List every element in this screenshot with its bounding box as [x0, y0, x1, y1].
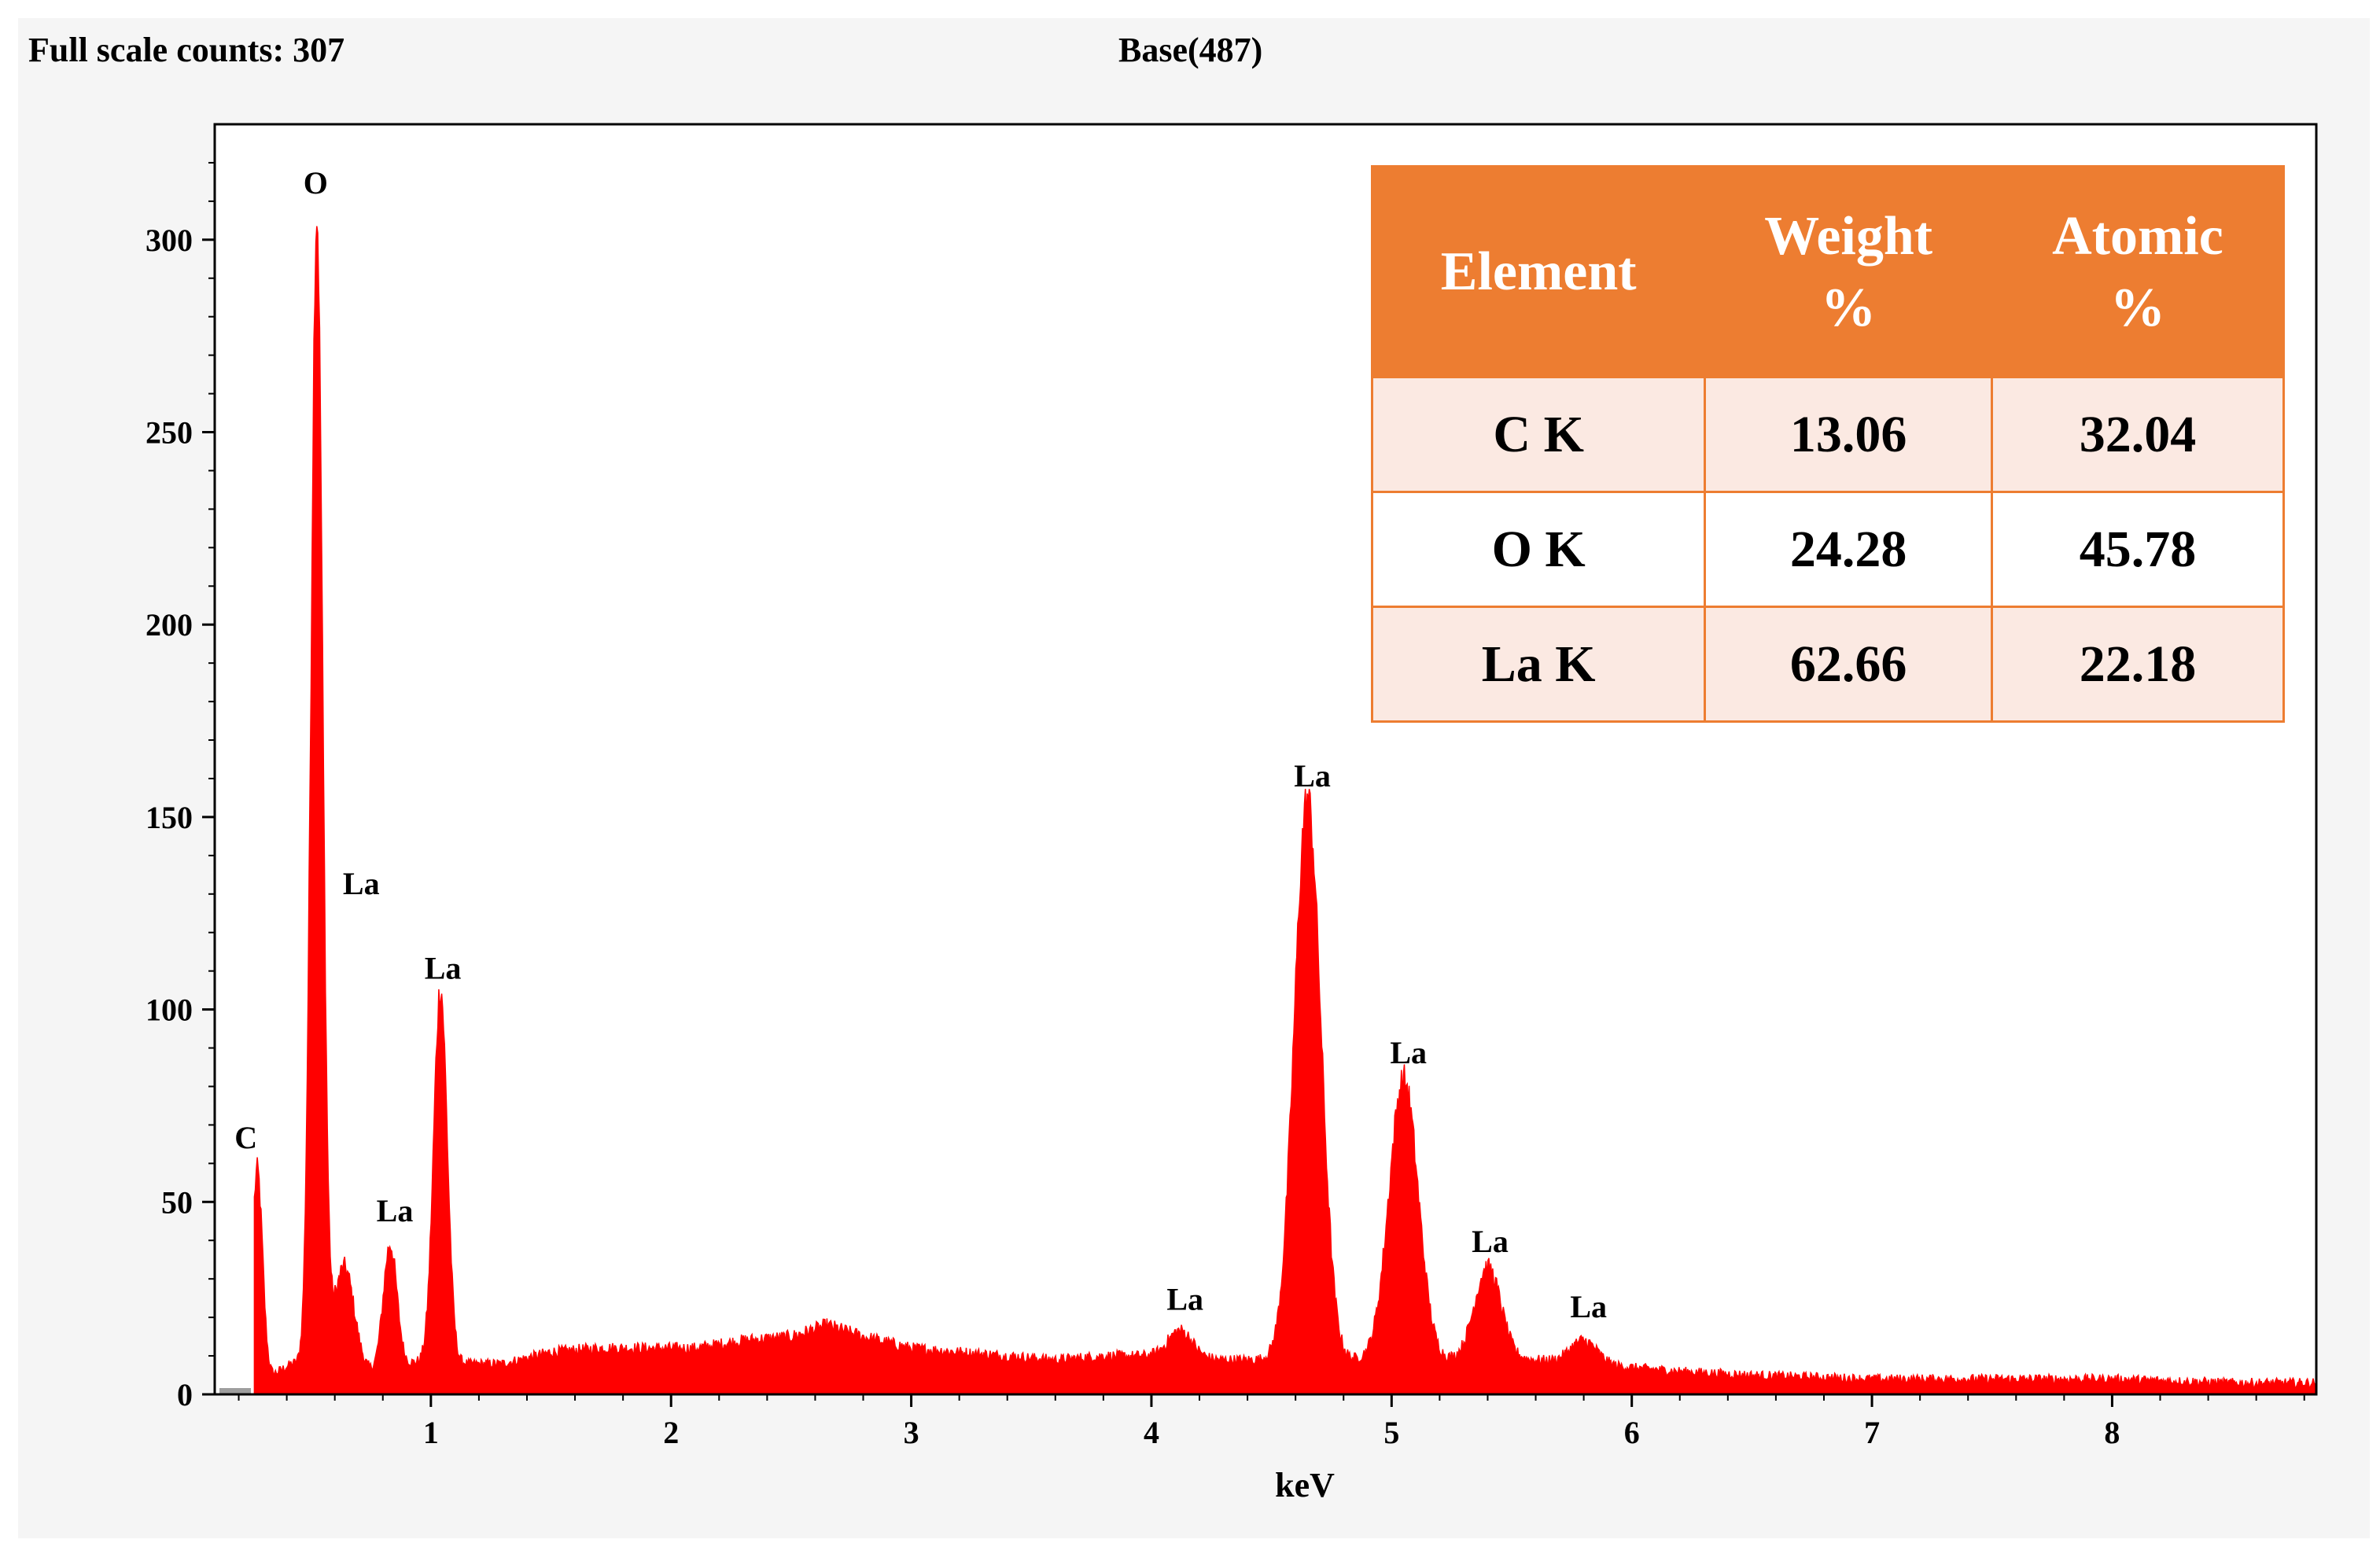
table-header-row: Element Weight% Atomic%: [1370, 165, 2286, 378]
atomic-cell: 22.18: [1990, 606, 2286, 723]
atomic-cell: 45.78: [1990, 491, 2286, 608]
header-weight: Weight%: [1704, 165, 1993, 378]
table-row: O K 24.28 45.78: [1370, 491, 2286, 608]
header-element: Element: [1370, 165, 1707, 378]
x-tick-label: 6: [1624, 1415, 1640, 1450]
y-tick-label: 50: [161, 1184, 193, 1220]
base-label: Base(487): [1118, 31, 1263, 69]
weight-cell: 13.06: [1704, 376, 1993, 493]
peak-label: O: [304, 165, 328, 201]
element-cell: O K: [1370, 491, 1707, 608]
y-tick-label: 250: [146, 415, 193, 451]
peak-label: La: [1390, 1035, 1427, 1070]
x-tick-label: 1: [423, 1415, 439, 1450]
peak-label: La: [1472, 1224, 1509, 1259]
weight-cell: 62.66: [1704, 606, 1993, 723]
peak-label: La: [1166, 1281, 1203, 1316]
full-scale-counts: Full scale counts: 307: [28, 31, 345, 69]
weight-cell: 24.28: [1704, 491, 1993, 608]
element-cell: La K: [1370, 606, 1707, 723]
x-axis-title: keV: [1275, 1466, 1335, 1504]
y-tick-label: 300: [146, 223, 193, 258]
y-tick-label: 200: [146, 607, 193, 643]
peak-label: C: [234, 1120, 257, 1155]
table-row: La K 62.66 22.18: [1370, 606, 2286, 723]
element-cell: C K: [1370, 376, 1707, 493]
x-tick-label: 3: [904, 1415, 919, 1450]
y-tick-label: 150: [146, 800, 193, 835]
y-tick-label: 0: [177, 1377, 193, 1412]
peak-label: La: [425, 950, 462, 985]
header-atomic: Atomic%: [1990, 165, 2286, 378]
y-tick-label: 100: [146, 992, 193, 1028]
spectrum-series: [253, 226, 2317, 1395]
table-row: C K 13.06 32.04: [1370, 376, 2286, 493]
atomic-cell: 32.04: [1990, 376, 2286, 493]
x-tick-label: 7: [1864, 1415, 1880, 1450]
x-tick-label: 4: [1144, 1415, 1159, 1450]
baseline-marker: [219, 1388, 251, 1394]
plot-border: [213, 123, 2318, 1396]
peak-label: La: [343, 866, 380, 901]
peak-label: La: [377, 1193, 414, 1228]
composition-table: Element Weight% Atomic% C K 13.06 32.04 …: [1370, 165, 2286, 723]
peak-label: La: [1570, 1289, 1607, 1324]
x-tick-label: 8: [2104, 1415, 2120, 1450]
x-tick-label: 5: [1383, 1415, 1399, 1450]
x-tick-label: 2: [663, 1415, 679, 1450]
peak-label: La: [1294, 758, 1331, 794]
